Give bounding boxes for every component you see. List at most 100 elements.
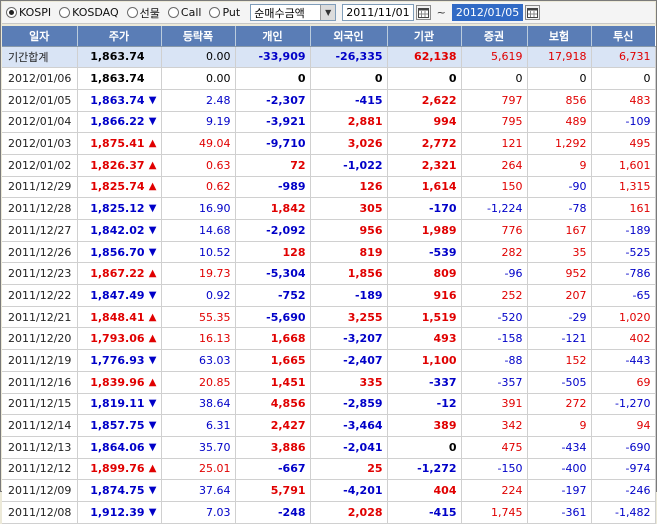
table-row[interactable]: 2011/12/16 1,839.96 ▲ 20.85 1,451 335 -337 -357… [2, 371, 656, 394]
table-row[interactable]: 2011/12/13 1,864.06 ▼ 35.70 3,886 -2,041 0 475-… [2, 436, 656, 459]
institution-cell: -539 [387, 241, 462, 264]
price-value: 1,863.74 [90, 72, 145, 86]
foreign-cell: -3,464 [310, 414, 388, 437]
table-row[interactable]: 2012/01/05 1,863.74 ▼ 2.48 -2,307 -415 2,622 79… [2, 89, 656, 112]
table-row[interactable]: 2011/12/23 1,867.22 ▲ 19.73 -5,304 1,856 809 -9… [2, 262, 656, 286]
investment-trust-cell: -246 [591, 479, 656, 502]
column-header[interactable]: 투신 [591, 26, 655, 47]
investment-trust-cell: 1,315 [591, 176, 656, 199]
table-row[interactable]: 2011/12/09 1,874.75 ▼ 37.64 5,791 -4,201 404 22… [2, 479, 656, 502]
change-cell: 0.00 [161, 46, 236, 69]
market-radio-kospi[interactable]: KOSPI [6, 6, 51, 19]
down-arrow-icon: ▼ [148, 203, 157, 215]
table-row[interactable]: 2011/12/12 1,899.76 ▲ 25.01 -667 25 -1,272 -150… [2, 458, 656, 481]
change-cell: 25.01 [161, 458, 236, 481]
investment-trust-cell: 0 [591, 67, 656, 90]
table-row[interactable]: 2011/12/14 1,857.75 ▼ 6.31 2,427 -3,464 389 342… [2, 414, 656, 437]
market-radio-label: KOSDAQ [72, 6, 119, 19]
radio-icon[interactable] [59, 7, 71, 18]
column-header[interactable]: 기관 [387, 26, 462, 47]
change-cell: 10.52 [161, 241, 236, 264]
date-cell: 2011/12/27 [2, 219, 78, 242]
mode-select[interactable]: 순매수금액 ▼ [250, 4, 337, 21]
price-value: 1,856.70 [90, 245, 145, 259]
table-row[interactable]: 2011/12/08 1,912.39 ▼ 7.03 -248 2,028 -415 1,74… [2, 501, 656, 524]
market-radio-선물[interactable]: 선물 [126, 5, 160, 21]
table-row[interactable]: 2011/12/29 1,825.74 ▲ 0.62 -989 126 1,614 150 -9… [2, 176, 656, 199]
date-cell: 2011/12/14 [2, 414, 78, 437]
institution-cell: 389 [387, 414, 462, 437]
price-value: 1,863.74 [90, 93, 145, 107]
column-header[interactable]: 외국인 [310, 26, 388, 47]
insurance-cell: 0 [527, 67, 592, 90]
radio-icon[interactable] [167, 7, 179, 18]
column-header[interactable]: 일자 [2, 26, 78, 47]
insurance-cell: -400 [527, 458, 592, 481]
radio-icon[interactable] [126, 7, 138, 18]
table-row[interactable]: 2012/01/06 1,863.74 0.00 0 0 0 0 0 0 [2, 67, 656, 90]
table-row[interactable]: 2012/01/04 1,866.22 ▼ 9.19 -3,921 2,881 994 795… [2, 111, 656, 134]
table-row[interactable]: 2011/12/22 1,847.49 ▼ 0.92 -752 -189 916 252 207… [2, 284, 656, 307]
table-row[interactable]: 2011/12/28 1,825.12 ▼ 16.90 1,842 305 -170 -1,2… [2, 197, 656, 220]
start-date-field[interactable]: 2011/11/01 [342, 4, 414, 21]
investment-trust-cell: 1,601 [591, 154, 656, 177]
price-value: 1,875.41 [90, 137, 145, 151]
column-header[interactable]: 등락폭 [161, 26, 236, 47]
radio-icon[interactable] [6, 7, 17, 18]
institution-cell: 2,772 [387, 132, 462, 155]
table-row[interactable]: 2011/12/26 1,856.70 ▼ 10.52 128 819 -539 282 35-… [2, 241, 656, 264]
end-date-field[interactable]: 2012/01/05 [451, 4, 524, 21]
insurance-cell: 1,292 [527, 132, 592, 155]
investment-trust-cell: -109 [591, 111, 656, 134]
price-cell: 1,863.74 [77, 46, 162, 69]
calendar-icon[interactable] [415, 5, 431, 20]
price-cell: 1,899.76 ▲ [77, 458, 162, 481]
market-radio-call[interactable]: Call [167, 6, 201, 19]
market-radio-kosdaq[interactable]: KOSDAQ [59, 6, 119, 19]
price-cell: 1,848.41 ▲ [77, 306, 162, 329]
calendar-icon[interactable] [525, 5, 541, 20]
chevron-down-icon[interactable]: ▼ [320, 5, 336, 20]
individual-cell: -5,304 [235, 262, 311, 286]
institution-cell: 1,989 [387, 219, 462, 242]
investment-trust-cell: -690 [591, 436, 656, 459]
table-row[interactable]: 2011/12/20 1,793.06 ▲ 16.13 1,668 -3,207 493 -1… [2, 327, 656, 351]
column-header[interactable]: 개인 [235, 26, 311, 47]
foreign-cell: -26,335 [310, 46, 388, 69]
price-value: 1,793.06 [90, 332, 145, 346]
price-value: 1,866.22 [90, 115, 145, 129]
institution-cell: 809 [387, 262, 462, 286]
table-row[interactable]: 2011/12/27 1,842.02 ▼ 14.68 -2,092 956 1,989 77… [2, 219, 656, 242]
insurance-cell: -505 [527, 371, 592, 394]
investment-trust-cell: -1,482 [591, 501, 656, 524]
price-cell: 1,863.74 ▼ [77, 89, 162, 112]
column-header[interactable]: 주가 [77, 26, 162, 47]
individual-cell: -33,909 [235, 46, 311, 69]
table-row[interactable]: 2011/12/19 1,776.93 ▼ 63.03 1,665 -2,407 1,100… [2, 349, 656, 372]
table-row[interactable]: 2011/12/15 1,819.11 ▼ 38.64 4,856 -2,859 -12 39… [2, 393, 656, 416]
column-header[interactable]: 증권 [461, 26, 528, 47]
securities-cell: 391 [461, 393, 528, 416]
mode-select-value: 순매수금액 [254, 6, 305, 20]
table-row[interactable]: 2012/01/02 1,826.37 ▲ 0.63 72 -1,022 2,321 264 9… [2, 154, 656, 177]
foreign-cell: 3,255 [310, 306, 388, 329]
price-cell: 1,856.70 ▼ [77, 241, 162, 264]
insurance-cell: 167 [527, 219, 592, 242]
table-row[interactable]: 2012/01/03 1,875.41 ▲ 49.04 -9,710 3,026 2,772… [2, 132, 656, 155]
column-header[interactable]: 보험 [527, 26, 592, 47]
up-arrow-icon: ▲ [148, 181, 157, 193]
price-cell: 1,874.75 ▼ [77, 479, 162, 502]
date-cell: 2011/12/08 [2, 501, 78, 524]
institution-cell: 1,100 [387, 349, 462, 372]
radio-icon[interactable] [209, 7, 221, 18]
down-arrow-icon: ▼ [148, 246, 157, 258]
securities-cell: 0 [461, 67, 528, 90]
insurance-cell: 489 [527, 111, 592, 134]
institution-cell: 0 [387, 436, 462, 459]
securities-cell: -88 [461, 349, 528, 372]
market-radio-put[interactable]: Put [209, 6, 240, 19]
table-row[interactable]: 2011/12/21 1,848.41 ▲ 55.35 -5,690 3,255 1,519… [2, 306, 656, 329]
summary-row[interactable]: 기간합계 1,863.74 0.00 -33,909 -26,335 62,138 5,61… [2, 46, 656, 69]
change-cell: 16.13 [161, 327, 236, 351]
